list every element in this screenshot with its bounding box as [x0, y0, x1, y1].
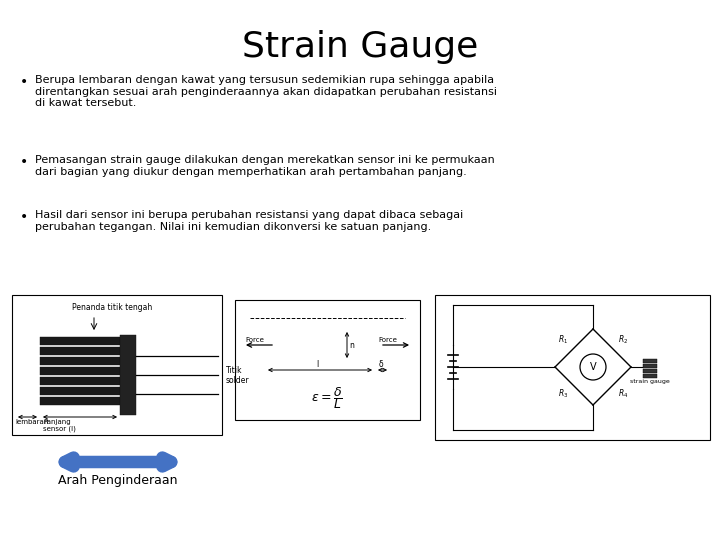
Text: Titik
solder: Titik solder	[226, 366, 250, 386]
Text: Force: Force	[245, 337, 264, 343]
Text: Pemasangan strain gauge dilakukan dengan merekatkan sensor ini ke permukaan
dari: Pemasangan strain gauge dilakukan dengan…	[35, 155, 495, 177]
Bar	[12, 295, 222, 435]
Bar	[40, 347, 120, 355]
Text: $R_2$: $R_2$	[618, 334, 628, 346]
Circle shape	[580, 354, 606, 380]
Bar	[643, 374, 657, 377]
Bar	[120, 335, 136, 415]
Bar	[40, 377, 120, 385]
Text: Strain Gauge: Strain Gauge	[242, 30, 478, 64]
FancyArrowPatch shape	[65, 457, 171, 467]
Text: $\varepsilon = \dfrac{\delta}{L}$: $\varepsilon = \dfrac{\delta}{L}$	[311, 385, 343, 411]
Bar	[643, 369, 657, 373]
Text: Arah Penginderaan: Arah Penginderaan	[58, 474, 178, 487]
Text: Hasil dari sensor ini berupa perubahan resistansi yang dapat dibaca sebagai
peru: Hasil dari sensor ini berupa perubahan r…	[35, 210, 463, 232]
Text: $R_4$: $R_4$	[618, 388, 629, 401]
Text: Penanda titik tengah: Penanda titik tengah	[72, 303, 152, 312]
Text: $R_3$: $R_3$	[558, 388, 568, 401]
Text: •: •	[20, 210, 28, 224]
Text: lembaran: lembaran	[15, 419, 48, 425]
Text: •: •	[20, 155, 28, 169]
Text: Berupa lembaran dengan kawat yang tersusun sedemikian rupa sehingga apabila
dire: Berupa lembaran dengan kawat yang tersus…	[35, 75, 497, 108]
Text: l: l	[316, 360, 318, 369]
Bar	[643, 364, 657, 368]
Bar	[40, 367, 120, 375]
Bar	[40, 337, 120, 345]
Bar	[40, 387, 120, 395]
Text: V: V	[590, 362, 596, 372]
Text: Panjang
sensor (l): Panjang sensor (l)	[43, 419, 76, 433]
Bar	[435, 295, 710, 440]
Bar	[40, 357, 120, 365]
Text: •: •	[20, 75, 28, 89]
Text: Force: Force	[378, 337, 397, 343]
Text: n: n	[349, 341, 354, 349]
Text: δ: δ	[379, 360, 383, 369]
Bar	[235, 300, 420, 420]
Bar	[40, 397, 120, 405]
Text: strain gauge: strain gauge	[630, 379, 670, 384]
Bar	[643, 359, 657, 362]
Text: $R_1$: $R_1$	[558, 334, 568, 346]
